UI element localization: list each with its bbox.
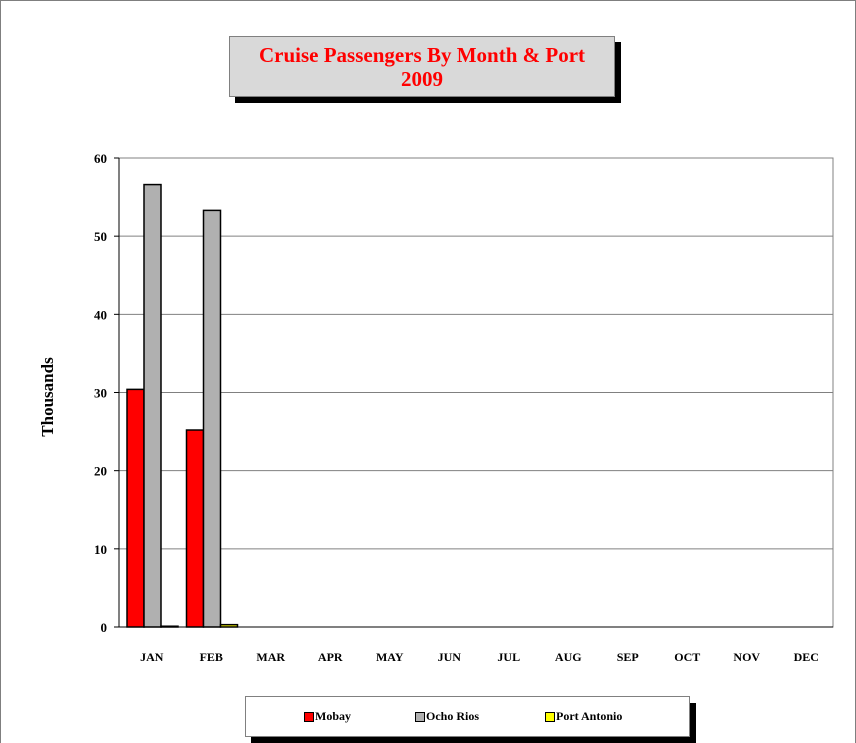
x-tick-label: JUL <box>497 650 520 664</box>
legend-swatch-port-antonio <box>545 711 555 722</box>
chart-title: Cruise Passengers By Month & Port <box>258 42 586 67</box>
y-tick-label: 0 <box>101 620 108 635</box>
x-tick-label: MAY <box>376 650 404 664</box>
y-tick-label: 30 <box>94 386 107 401</box>
x-tick-label: JAN <box>140 650 164 664</box>
legend-swatch-ocho-rios <box>415 711 425 722</box>
x-tick-label: OCT <box>674 650 700 664</box>
bar-mobay <box>126 388 145 628</box>
x-tick-label: NOV <box>733 650 760 664</box>
legend-label-mobay: Mobay <box>315 709 351 723</box>
x-tick-label: FEB <box>200 650 223 664</box>
legend-label-ocho-rios: Ocho Rios <box>426 709 480 723</box>
legend-item-port-antonio: Port Antonio <box>545 709 622 724</box>
y-tick-label: 10 <box>94 542 107 557</box>
chart-title-box: Cruise Passengers By Month & Port 2009 <box>229 36 615 97</box>
x-tick-label: MAR <box>256 650 285 664</box>
x-tick-label: APR <box>318 650 343 664</box>
x-tick-label: AUG <box>555 650 582 664</box>
legend: Mobay Ocho Rios Port Antonio <box>245 696 690 737</box>
chart-subtitle: 2009 <box>401 66 443 91</box>
legend-label-port-antonio: Port Antonio <box>556 709 623 723</box>
y-tick-label: 60 <box>94 151 107 166</box>
bar-port-antonio <box>219 623 239 628</box>
y-tick-label: 50 <box>94 229 107 244</box>
legend-item-ocho-rios: Ocho Rios <box>415 709 479 724</box>
bar-mobay <box>185 429 205 628</box>
legend-item-mobay: Mobay <box>304 709 351 724</box>
bar-ocho-rios <box>202 209 222 628</box>
y-tick-label: 40 <box>94 307 107 322</box>
bar-ocho-rios <box>143 183 162 628</box>
legend-swatch-mobay <box>304 711 314 722</box>
x-tick-label: JUN <box>438 650 462 664</box>
x-tick-label: SEP <box>617 650 639 664</box>
y-tick-label: 20 <box>94 464 107 479</box>
bar-port-antonio <box>160 625 179 628</box>
x-tick-label: DEC <box>794 650 819 664</box>
